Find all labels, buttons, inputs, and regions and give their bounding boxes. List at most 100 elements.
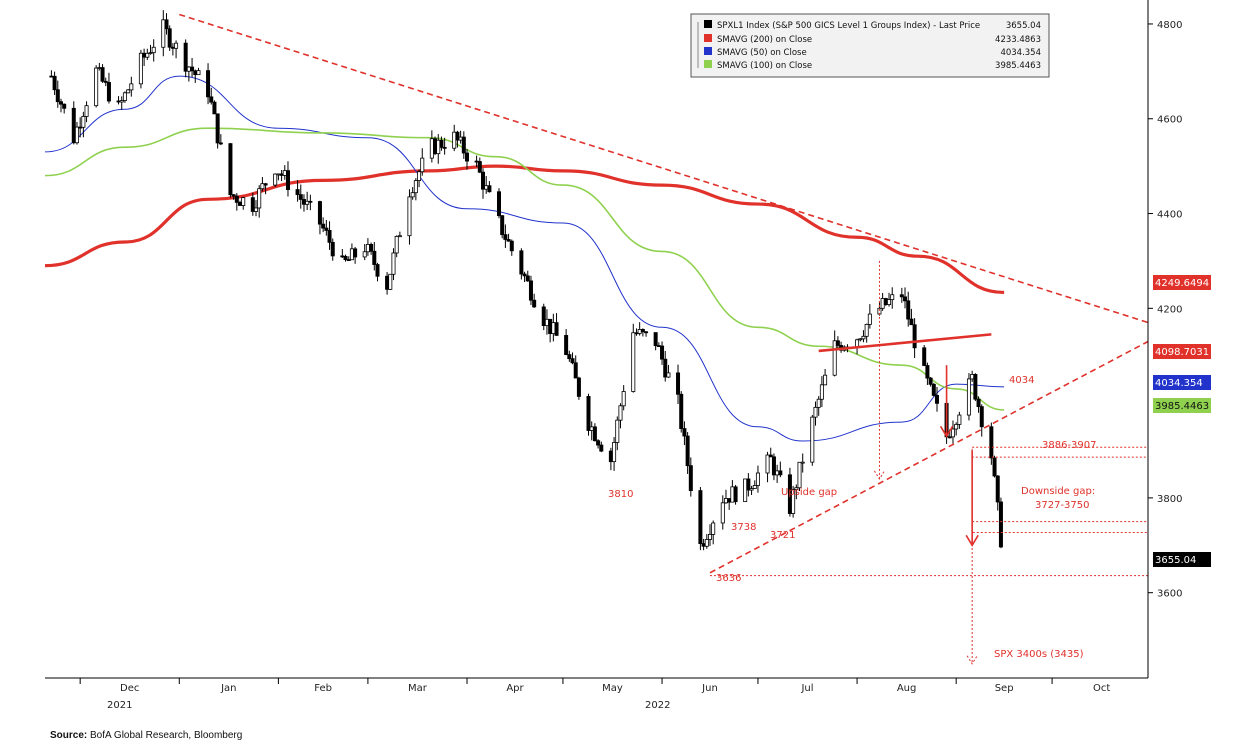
candle-body xyxy=(353,248,358,258)
svg-text:4249.6494: 4249.6494 xyxy=(1155,278,1209,289)
svg-text:4034.354: 4034.354 xyxy=(1155,378,1203,389)
candle-body xyxy=(727,498,732,503)
candle-body xyxy=(637,329,642,334)
annotation-3810: 3810 xyxy=(608,489,633,500)
candle-body xyxy=(554,322,559,336)
candle-body xyxy=(196,70,201,76)
candle-body xyxy=(688,465,693,492)
candle-body xyxy=(388,273,393,290)
candle-body xyxy=(407,196,412,237)
candle-body xyxy=(295,189,300,195)
candle-body xyxy=(420,157,425,173)
candle-body xyxy=(215,113,220,144)
candle-body xyxy=(925,365,930,379)
candle-body xyxy=(509,240,514,252)
candle-body xyxy=(570,358,575,364)
candle-body xyxy=(122,92,127,101)
x-tick-label-3: Mar xyxy=(408,683,428,694)
svg-text:4098.7031: 4098.7031 xyxy=(1155,347,1209,358)
candle-body xyxy=(883,298,888,305)
candle-body xyxy=(186,66,191,72)
candle-body xyxy=(525,275,530,282)
candle-body xyxy=(832,340,837,376)
candle-body xyxy=(816,398,821,408)
candle-body xyxy=(496,191,501,217)
candle-body xyxy=(618,405,623,421)
candle-body xyxy=(250,197,255,212)
candle-body xyxy=(151,46,156,54)
candle-body xyxy=(701,543,706,547)
candle-body xyxy=(644,331,649,334)
candle-body xyxy=(660,345,665,360)
candle-body xyxy=(455,131,460,141)
candle-body xyxy=(362,251,367,258)
candle-body xyxy=(317,201,322,225)
y-tick-label-5: 3600 xyxy=(1157,589,1182,600)
annotation-3738: 3738 xyxy=(731,522,756,533)
candle-body xyxy=(979,406,984,428)
candle-body xyxy=(966,378,971,416)
annotation-3721: 3721 xyxy=(770,530,795,541)
chart-legend: SPXL1 Index (S&P 500 GICS Level 1 Groups… xyxy=(690,13,1050,78)
candle-body xyxy=(84,105,89,117)
candle-body xyxy=(698,490,703,544)
candle-body xyxy=(119,100,124,103)
candle-body xyxy=(301,199,306,205)
candle-body xyxy=(928,377,933,385)
candle-body xyxy=(327,230,332,243)
candle-body xyxy=(548,318,553,334)
candle-body xyxy=(439,139,444,148)
legend-item-sma100: SMAVG (100) on Close 3985.4463 xyxy=(704,60,1041,71)
candle-body xyxy=(995,475,1000,503)
candle-body xyxy=(58,101,63,105)
candle-body xyxy=(346,259,351,262)
x-tick-label-5: May xyxy=(602,683,623,694)
x-tick-label-0: Dec xyxy=(120,683,139,694)
legend-item-sma200: SMAVG (200) on Close 4233.4863 xyxy=(704,34,1041,45)
candle-body xyxy=(161,19,166,48)
candle-body xyxy=(433,138,438,155)
candle-body xyxy=(340,255,345,258)
x-tick-label-9: Sep xyxy=(995,683,1014,694)
candle-body xyxy=(679,393,684,429)
candle-body xyxy=(544,318,549,327)
candle-body xyxy=(528,280,533,301)
candle-body xyxy=(819,384,824,400)
svg-text:SMAVG (200) on Close: SMAVG (200) on Close xyxy=(717,35,812,45)
candle-body xyxy=(477,161,482,173)
candle-body xyxy=(596,440,601,446)
svg-text:SMAVG (50) on Close: SMAVG (50) on Close xyxy=(717,48,807,58)
candle-body xyxy=(567,354,572,360)
svg-text:SMAVG (100) on Close: SMAVG (100) on Close xyxy=(717,61,812,71)
candle-body xyxy=(823,374,828,386)
candle-body xyxy=(324,227,329,231)
candle-body xyxy=(519,250,524,275)
candle-body xyxy=(794,487,799,490)
value-tag-trend: 4098.7031 xyxy=(1153,344,1211,359)
candle-body xyxy=(442,146,447,149)
value-tag-100: 3985.4463 xyxy=(1153,398,1211,413)
candle-body xyxy=(765,454,770,474)
candle-body xyxy=(148,52,153,55)
candle-body xyxy=(608,450,613,463)
candle-body xyxy=(260,183,265,190)
drop-arrow-2-head xyxy=(965,534,979,547)
candle-body xyxy=(298,194,303,200)
candle-body xyxy=(212,101,217,115)
value-tag-50: 4034.354 xyxy=(1153,375,1211,390)
candle-body xyxy=(707,533,712,540)
candle-body xyxy=(931,383,936,396)
candle-body xyxy=(276,173,281,176)
svg-text:3655.04: 3655.04 xyxy=(1006,21,1041,31)
candle-body xyxy=(106,82,111,102)
candle-body xyxy=(375,264,380,277)
annotation-4034: 4034 xyxy=(1009,375,1034,386)
candle-body xyxy=(279,173,284,176)
sma-line-1 xyxy=(44,75,1005,442)
x-tick-label-2: Feb xyxy=(314,683,332,694)
candle-body xyxy=(254,207,259,212)
candle-body xyxy=(950,428,955,438)
projection-arrow-5 xyxy=(966,655,978,665)
candle-body xyxy=(957,414,962,425)
